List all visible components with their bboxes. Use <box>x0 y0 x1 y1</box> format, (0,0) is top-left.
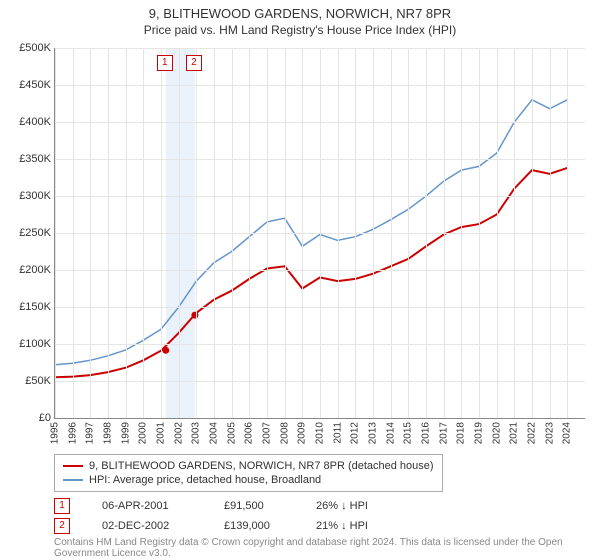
legend-swatch <box>63 479 83 481</box>
legend-label: 9, BLITHEWOOD GARDENS, NORWICH, NR7 8PR … <box>89 460 434 472</box>
x-gridline <box>232 48 233 418</box>
x-axis-label: 2008 <box>279 422 290 444</box>
x-gridline <box>143 48 144 418</box>
x-gridline <box>497 48 498 418</box>
x-axis-label: 2017 <box>438 422 449 444</box>
x-gridline <box>249 48 250 418</box>
price-chart: £0£50K£100K£150K£200K£250K£300K£350K£400… <box>54 48 585 419</box>
sales-row: 1 06-APR-2001 £91,500 26% ↓ HPI <box>54 496 416 516</box>
x-axis-label: 2018 <box>456 422 467 444</box>
x-gridline <box>338 48 339 418</box>
x-axis-label: 2001 <box>156 422 167 444</box>
sale-marker: 2 <box>186 55 202 71</box>
y-axis-label: £300K <box>19 190 51 202</box>
x-gridline <box>196 48 197 418</box>
x-gridline <box>108 48 109 418</box>
x-axis-label: 2014 <box>385 422 396 444</box>
x-gridline <box>214 48 215 418</box>
x-gridline <box>320 48 321 418</box>
x-axis-label: 2011 <box>332 422 343 444</box>
x-gridline <box>426 48 427 418</box>
sale-marker: 1 <box>54 498 70 514</box>
x-gridline <box>161 48 162 418</box>
x-axis-label: 2007 <box>262 422 273 444</box>
x-axis-label: 2015 <box>403 422 414 444</box>
x-axis-label: 2022 <box>527 422 538 444</box>
sale-marker: 1 <box>157 55 173 71</box>
y-axis-label: £500K <box>19 42 51 54</box>
footer-text: Contains HM Land Registry data © Crown c… <box>54 537 600 559</box>
sale-date: 02-DEC-2002 <box>102 520 192 532</box>
legend-label: HPI: Average price, detached house, Broa… <box>89 474 321 486</box>
x-axis-label: 2002 <box>173 422 184 444</box>
page-title: 9, BLITHEWOOD GARDENS, NORWICH, NR7 8PR <box>0 0 600 21</box>
sale-price: £139,000 <box>224 520 284 532</box>
y-axis-label: £350K <box>19 153 51 165</box>
legend-row: 9, BLITHEWOOD GARDENS, NORWICH, NR7 8PR … <box>63 459 434 473</box>
x-axis-label: 2023 <box>544 422 555 444</box>
x-gridline <box>461 48 462 418</box>
x-gridline <box>514 48 515 418</box>
x-axis-label: 2003 <box>191 422 202 444</box>
x-gridline <box>373 48 374 418</box>
x-gridline <box>567 48 568 418</box>
x-gridline <box>73 48 74 418</box>
x-axis-label: 1996 <box>67 422 78 444</box>
x-axis-label: 2024 <box>562 422 573 444</box>
legend: 9, BLITHEWOOD GARDENS, NORWICH, NR7 8PR … <box>54 454 443 492</box>
x-axis-label: 1995 <box>50 422 61 444</box>
x-axis-label: 2021 <box>509 422 520 444</box>
x-gridline <box>391 48 392 418</box>
sale-pct: 21% ↓ HPI <box>316 520 416 532</box>
x-gridline <box>479 48 480 418</box>
x-gridline <box>355 48 356 418</box>
sale-price: £91,500 <box>224 500 284 512</box>
x-axis-label: 2004 <box>209 422 220 444</box>
sales-table: 1 06-APR-2001 £91,500 26% ↓ HPI 2 02-DEC-2002… <box>54 496 416 536</box>
sale-pct: 26% ↓ HPI <box>316 500 416 512</box>
sale-marker: 2 <box>54 518 70 534</box>
x-axis-label: 2020 <box>491 422 502 444</box>
x-gridline <box>532 48 533 418</box>
x-gridline <box>444 48 445 418</box>
y-axis-label: £450K <box>19 79 51 91</box>
x-axis-label: 1997 <box>85 422 96 444</box>
x-gridline <box>267 48 268 418</box>
x-gridline <box>302 48 303 418</box>
y-axis-label: £400K <box>19 116 51 128</box>
sale-point-dot <box>191 312 198 319</box>
x-gridline <box>90 48 91 418</box>
x-axis-label: 2019 <box>474 422 485 444</box>
x-axis-label: 2013 <box>368 422 379 444</box>
x-gridline <box>55 48 56 418</box>
legend-row: HPI: Average price, detached house, Broa… <box>63 473 434 487</box>
y-axis-label: £150K <box>19 301 51 313</box>
sale-point-dot <box>162 347 169 354</box>
x-axis-label: 2000 <box>138 422 149 444</box>
y-axis-label: £50K <box>25 375 51 387</box>
x-gridline <box>285 48 286 418</box>
legend-swatch <box>63 465 83 467</box>
sale-date: 06-APR-2001 <box>102 500 192 512</box>
x-axis-label: 2005 <box>226 422 237 444</box>
x-gridline <box>179 48 180 418</box>
x-axis-label: 1999 <box>120 422 131 444</box>
x-gridline <box>408 48 409 418</box>
x-axis-label: 2016 <box>421 422 432 444</box>
x-axis-label: 2010 <box>315 422 326 444</box>
x-axis-label: 1998 <box>103 422 114 444</box>
sales-row: 2 02-DEC-2002 £139,000 21% ↓ HPI <box>54 516 416 536</box>
page-subtitle: Price paid vs. HM Land Registry's House … <box>0 21 600 41</box>
y-axis-label: £100K <box>19 338 51 350</box>
y-axis-label: £200K <box>19 264 51 276</box>
x-gridline <box>550 48 551 418</box>
x-axis-label: 2009 <box>297 422 308 444</box>
y-axis-label: £250K <box>19 227 51 239</box>
x-axis-label: 2006 <box>244 422 255 444</box>
x-axis-label: 2012 <box>350 422 361 444</box>
x-gridline <box>126 48 127 418</box>
